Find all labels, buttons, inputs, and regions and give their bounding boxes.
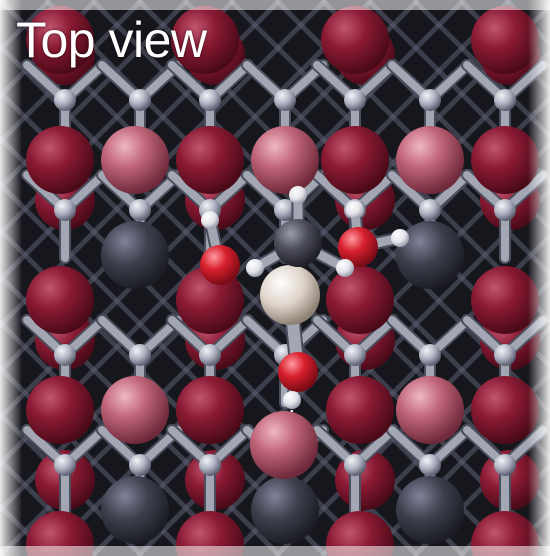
- view-label: Top view: [16, 12, 207, 68]
